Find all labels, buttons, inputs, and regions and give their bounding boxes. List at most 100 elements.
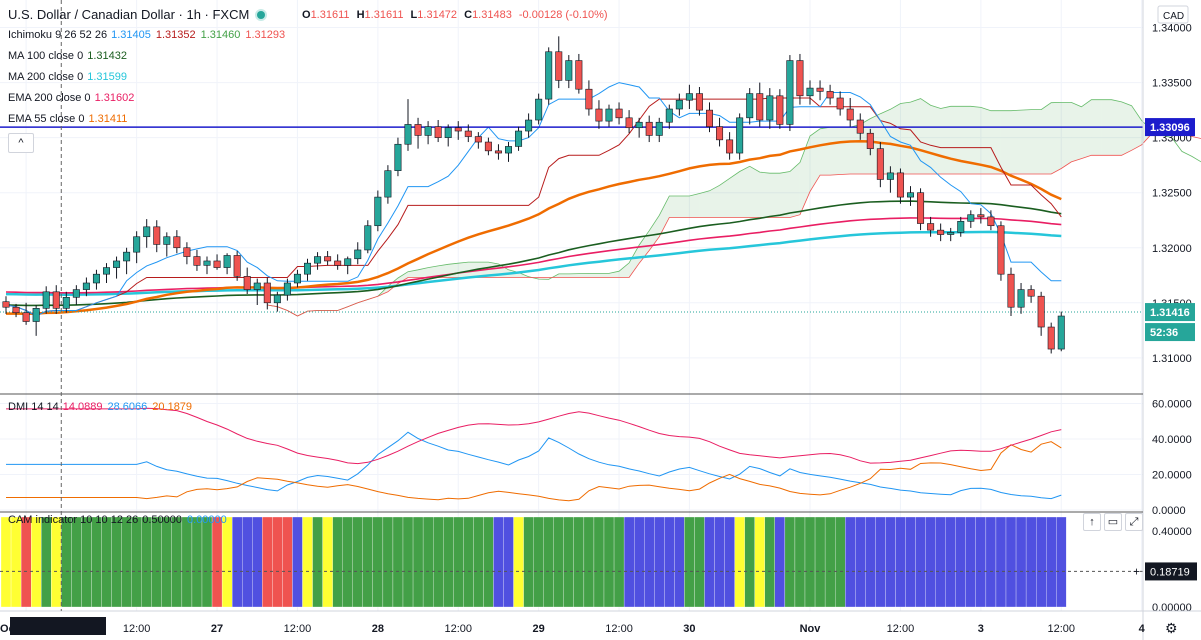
cam-bar bbox=[553, 516, 564, 608]
candle bbox=[726, 132, 734, 160]
candle bbox=[1007, 267, 1015, 317]
cam-bar bbox=[61, 516, 72, 608]
move-up-button[interactable]: ↑ bbox=[1083, 513, 1101, 531]
maximize-pane-button[interactable]: ⤢ bbox=[1125, 513, 1143, 531]
legend-name: CAM indicator 10 10 12 26 bbox=[8, 514, 139, 526]
legend-value: 0.00000 bbox=[187, 514, 227, 526]
cam-bar bbox=[915, 516, 926, 608]
collapse-legend-button[interactable]: ^ bbox=[8, 133, 34, 153]
cam-bar bbox=[272, 516, 283, 608]
candle bbox=[886, 166, 894, 193]
cam-bar bbox=[764, 516, 775, 608]
legend-cam-indicator-10-10-12-26[interactable]: CAM indicator 10 10 12 26 0.50000 0.00000 bbox=[8, 514, 232, 526]
candle bbox=[1047, 322, 1055, 354]
candle bbox=[836, 91, 844, 116]
candles bbox=[2, 36, 1065, 354]
candle bbox=[756, 82, 764, 127]
dmi-tick-label: 20.0000 bbox=[1152, 470, 1192, 482]
candle bbox=[464, 124, 472, 143]
main-grid bbox=[0, 0, 1143, 611]
cam-bar bbox=[51, 516, 62, 608]
cam-bar bbox=[1005, 516, 1017, 608]
svg-text:1.31416: 1.31416 bbox=[1150, 307, 1190, 319]
legend-value: 1.31411 bbox=[88, 113, 128, 125]
cam-bar bbox=[995, 516, 1007, 608]
candle bbox=[675, 93, 683, 116]
cam-bar bbox=[694, 516, 705, 608]
cam-bar bbox=[1046, 516, 1057, 608]
candle bbox=[2, 296, 10, 314]
adx-line bbox=[6, 407, 1062, 465]
x-tick-label: 27 bbox=[211, 623, 223, 635]
ma100-line bbox=[5, 200, 1062, 307]
candle bbox=[233, 251, 241, 281]
cam-bar bbox=[925, 516, 936, 608]
legend-ma-200-close-0[interactable]: MA 200 close 0 1.31599 bbox=[8, 71, 132, 83]
cam-bar bbox=[674, 516, 685, 608]
candle bbox=[575, 53, 583, 94]
candle bbox=[213, 254, 221, 270]
cam-bar bbox=[875, 516, 886, 608]
legend-ichimoku-9-26-52-26[interactable]: Ichimoku 9 26 52 26 1.31405 1.31352 1.31460… bbox=[8, 29, 290, 41]
legend-ema-55-close-0[interactable]: EMA 55 close 0 1.31411 bbox=[8, 113, 132, 125]
candle bbox=[906, 186, 914, 206]
candle bbox=[565, 55, 573, 89]
candle bbox=[484, 137, 492, 156]
legend-ema-200-close-0[interactable]: EMA 200 close 0 1.31602 bbox=[8, 92, 139, 104]
svg-text:CAD: CAD bbox=[1163, 11, 1184, 22]
cam-bar bbox=[131, 516, 142, 608]
candle bbox=[203, 256, 211, 275]
dmi-tick-label: 40.0000 bbox=[1152, 434, 1192, 446]
cam-bar bbox=[513, 516, 524, 608]
candle bbox=[645, 115, 653, 143]
legend-value: 1.31293 bbox=[245, 29, 286, 41]
cam-bar bbox=[824, 516, 836, 608]
cam-bar bbox=[704, 516, 715, 608]
countdown-badge: 52:36 bbox=[1145, 323, 1195, 342]
ema200-line bbox=[5, 217, 1062, 294]
svg-text:1.33096: 1.33096 bbox=[1150, 122, 1190, 134]
svg-text:0.18719: 0.18719 bbox=[1150, 566, 1190, 578]
cam-bar bbox=[734, 516, 745, 608]
cam-bar bbox=[10, 516, 22, 608]
candle bbox=[354, 242, 362, 265]
collapse-pane-button[interactable]: ▭ bbox=[1104, 513, 1122, 531]
candle bbox=[334, 254, 342, 270]
candle bbox=[685, 84, 693, 110]
x-tick-label: 30 bbox=[683, 623, 695, 635]
add-plus-icon[interactable]: + bbox=[1133, 564, 1140, 578]
candle bbox=[806, 80, 814, 105]
candle bbox=[193, 249, 201, 271]
cam-bar bbox=[754, 516, 765, 608]
legend-dmi-14-14[interactable]: DMI 14 14 14.0889 28.6066 20.1879 bbox=[8, 401, 197, 413]
cam-bar bbox=[593, 516, 605, 608]
cam-bar bbox=[684, 516, 695, 608]
legend-ma-100-close-0[interactable]: MA 100 close 0 1.31432 bbox=[8, 50, 132, 62]
dmi-pane: 60.0000 40.0000 20.0000 0.0000 bbox=[0, 399, 1192, 517]
cam-bar bbox=[171, 516, 183, 608]
cam-bar bbox=[634, 516, 645, 608]
y-tick-label: 1.32500 bbox=[1152, 188, 1192, 200]
crosshair-time-badge bbox=[10, 617, 106, 635]
x-tick-label: 3 bbox=[978, 623, 984, 635]
cam-bar bbox=[151, 516, 162, 608]
currency-badge[interactable]: CAD bbox=[1157, 5, 1189, 24]
cam-bar bbox=[382, 516, 394, 608]
candle bbox=[746, 88, 754, 125]
candle bbox=[494, 144, 502, 160]
cam-bar bbox=[895, 516, 906, 608]
x-tick-label: Nov bbox=[800, 623, 822, 635]
y-tick-label: 1.31000 bbox=[1152, 353, 1192, 365]
cam-bar bbox=[975, 516, 987, 608]
cam-bar bbox=[402, 516, 414, 608]
kijun-line bbox=[5, 97, 1062, 317]
candle bbox=[535, 93, 543, 125]
candle bbox=[82, 277, 90, 297]
settings-gear-icon[interactable]: ⚙ bbox=[1165, 620, 1178, 636]
cam-bar bbox=[412, 516, 424, 608]
symbol-title[interactable]: U.S. Dollar / Canadian Dollar · 1h · FXC… bbox=[8, 7, 275, 22]
cam-bar bbox=[905, 516, 916, 608]
y-tick-label: 1.33500 bbox=[1152, 78, 1192, 90]
candle bbox=[625, 110, 633, 134]
